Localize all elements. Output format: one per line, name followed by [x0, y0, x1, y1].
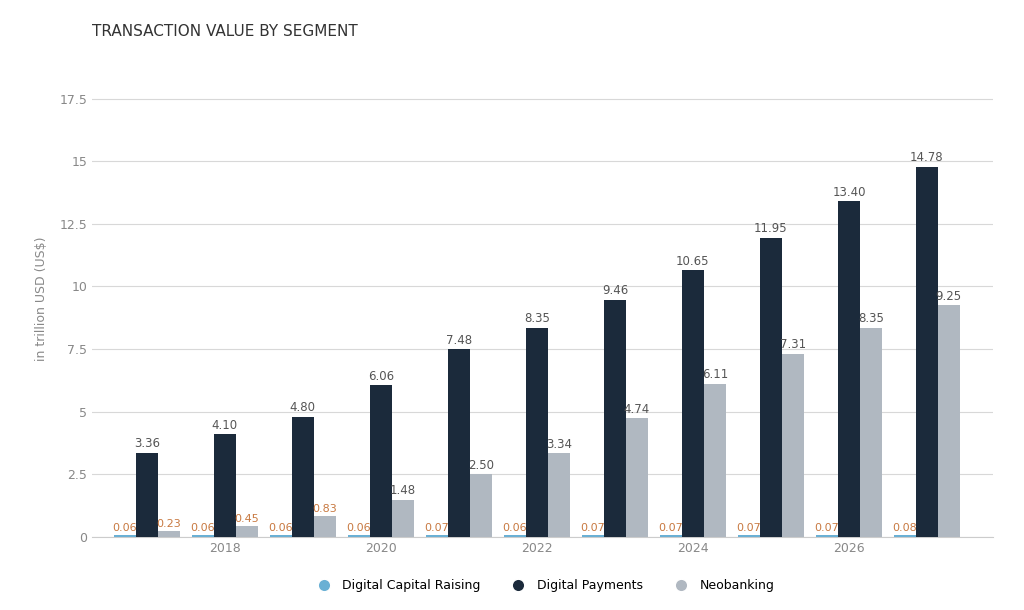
Text: 4.80: 4.80 — [290, 401, 315, 414]
Text: 7.48: 7.48 — [445, 334, 472, 347]
Bar — [292, 417, 313, 537]
Text: 7.31: 7.31 — [779, 338, 806, 351]
Bar — [703, 384, 726, 537]
Bar — [270, 536, 292, 537]
Legend: Digital Capital Raising, Digital Payments, Neobanking: Digital Capital Raising, Digital Payment… — [306, 574, 779, 597]
Text: 0.07: 0.07 — [658, 523, 683, 533]
Text: 0.06: 0.06 — [113, 523, 137, 533]
Text: 9.46: 9.46 — [602, 284, 628, 298]
Text: 0.07: 0.07 — [736, 523, 762, 533]
Text: 4.74: 4.74 — [624, 403, 650, 415]
Bar — [114, 536, 136, 537]
Bar — [860, 328, 882, 537]
Bar — [916, 167, 938, 537]
Bar — [348, 536, 370, 537]
Text: 0.07: 0.07 — [425, 523, 450, 533]
Bar — [158, 531, 179, 537]
Bar — [470, 474, 492, 537]
Bar — [136, 453, 158, 537]
Bar — [604, 300, 626, 537]
Text: 8.35: 8.35 — [858, 312, 884, 325]
Text: 6.06: 6.06 — [368, 370, 394, 382]
Bar — [660, 535, 682, 537]
Text: 1.48: 1.48 — [389, 484, 416, 497]
Text: 3.34: 3.34 — [546, 437, 571, 451]
Text: 3.36: 3.36 — [134, 437, 160, 450]
Text: 0.83: 0.83 — [312, 504, 337, 514]
Text: 0.45: 0.45 — [234, 514, 259, 523]
Bar — [838, 201, 860, 537]
Bar — [682, 270, 703, 537]
Bar — [938, 305, 959, 537]
Bar — [760, 237, 782, 537]
Text: 0.06: 0.06 — [347, 523, 372, 533]
Text: 0.08: 0.08 — [893, 523, 918, 533]
Bar — [214, 434, 236, 537]
Text: 0.07: 0.07 — [815, 523, 840, 533]
Bar — [313, 516, 336, 537]
Text: 0.06: 0.06 — [190, 523, 215, 533]
Text: 6.11: 6.11 — [701, 368, 728, 381]
Text: 4.10: 4.10 — [212, 418, 238, 432]
Bar — [582, 535, 604, 537]
Bar — [504, 536, 526, 537]
Text: 2.50: 2.50 — [468, 459, 494, 472]
Y-axis label: in trillion USD (US$): in trillion USD (US$) — [35, 237, 48, 361]
Bar — [193, 536, 214, 537]
Bar — [370, 385, 392, 537]
Text: 0.06: 0.06 — [268, 523, 293, 533]
Bar — [782, 354, 804, 537]
Bar — [392, 500, 414, 537]
Text: 14.78: 14.78 — [910, 151, 944, 164]
Text: 9.25: 9.25 — [936, 290, 962, 303]
Text: 0.07: 0.07 — [581, 523, 605, 533]
Bar — [738, 535, 760, 537]
Bar — [816, 535, 838, 537]
Bar — [526, 328, 548, 537]
Text: 0.23: 0.23 — [157, 519, 181, 529]
Bar — [548, 453, 569, 537]
Bar — [894, 535, 916, 537]
Text: 13.40: 13.40 — [833, 185, 865, 199]
Text: TRANSACTION VALUE BY SEGMENT: TRANSACTION VALUE BY SEGMENT — [92, 24, 358, 40]
Bar — [426, 535, 447, 537]
Text: 11.95: 11.95 — [754, 222, 787, 235]
Bar — [447, 350, 470, 537]
Text: 0.06: 0.06 — [503, 523, 527, 533]
Text: 10.65: 10.65 — [676, 254, 710, 268]
Bar — [626, 418, 647, 537]
Bar — [236, 526, 258, 537]
Text: 8.35: 8.35 — [524, 312, 550, 325]
